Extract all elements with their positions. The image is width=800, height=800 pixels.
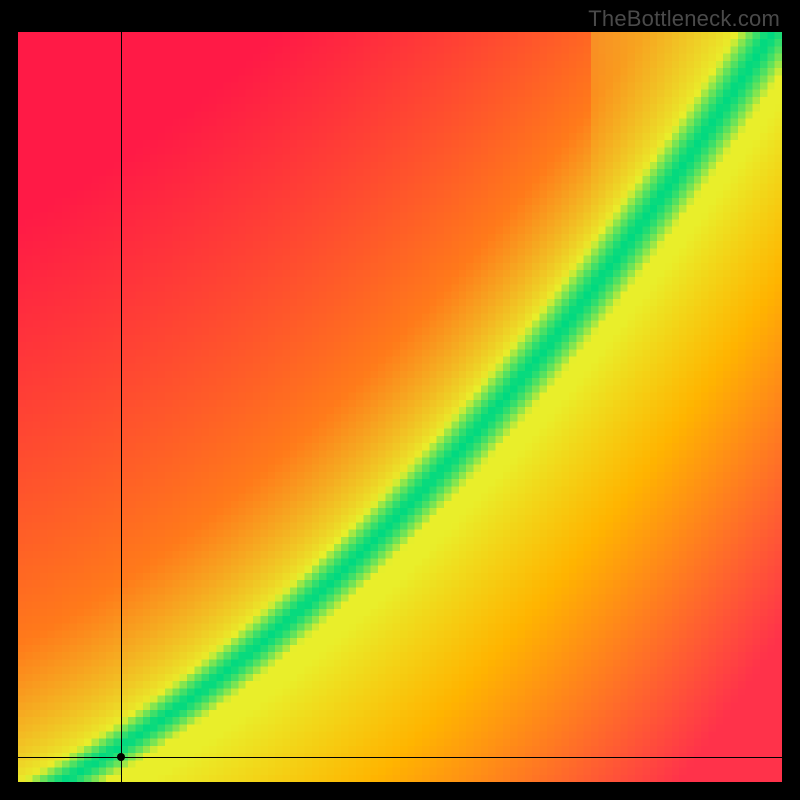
chart-container: TheBottleneck.com: [0, 0, 800, 800]
bottleneck-heatmap: [18, 32, 782, 782]
watermark-text: TheBottleneck.com: [588, 6, 780, 32]
